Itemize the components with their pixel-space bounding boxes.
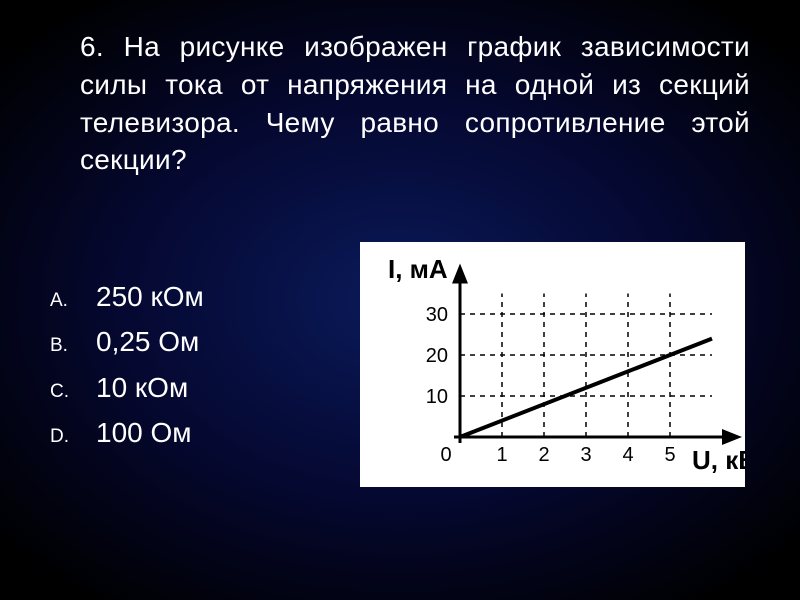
svg-text:1: 1 <box>496 444 507 466</box>
option-text: 100 Ом <box>96 411 192 454</box>
option-text: 10 кОм <box>96 366 188 409</box>
option-text: 250 кОм <box>96 275 204 318</box>
svg-text:3: 3 <box>580 444 591 466</box>
answer-option: A. 250 кОм <box>50 275 204 318</box>
svg-text:0: 0 <box>440 444 451 466</box>
answer-option: D. 100 Ом <box>50 411 204 454</box>
option-text: 0,25 Ом <box>96 320 199 363</box>
option-letter: A. <box>50 286 96 315</box>
answer-option: B. 0,25 Ом <box>50 320 204 363</box>
option-letter: B. <box>50 331 96 360</box>
svg-text:I, мА: I, мА <box>388 254 448 284</box>
answer-option: C. 10 кОм <box>50 366 204 409</box>
svg-text:20: 20 <box>426 345 448 367</box>
svg-text:5: 5 <box>664 444 675 466</box>
svg-text:10: 10 <box>426 386 448 408</box>
iv-chart: 1 2 3 4 5 0 10 20 30 I, мА U, кВ <box>360 242 745 487</box>
option-letter: C. <box>50 377 96 406</box>
question-text: 6. На рисунке изображен график зависимос… <box>80 28 750 179</box>
answer-list: A. 250 кОм B. 0,25 Ом C. 10 кОм D. 100 О… <box>50 275 204 457</box>
svg-text:2: 2 <box>538 444 549 466</box>
svg-text:4: 4 <box>622 444 633 466</box>
svg-text:30: 30 <box>426 304 448 326</box>
option-letter: D. <box>50 422 96 451</box>
svg-text:U, кВ: U, кВ <box>692 445 745 475</box>
